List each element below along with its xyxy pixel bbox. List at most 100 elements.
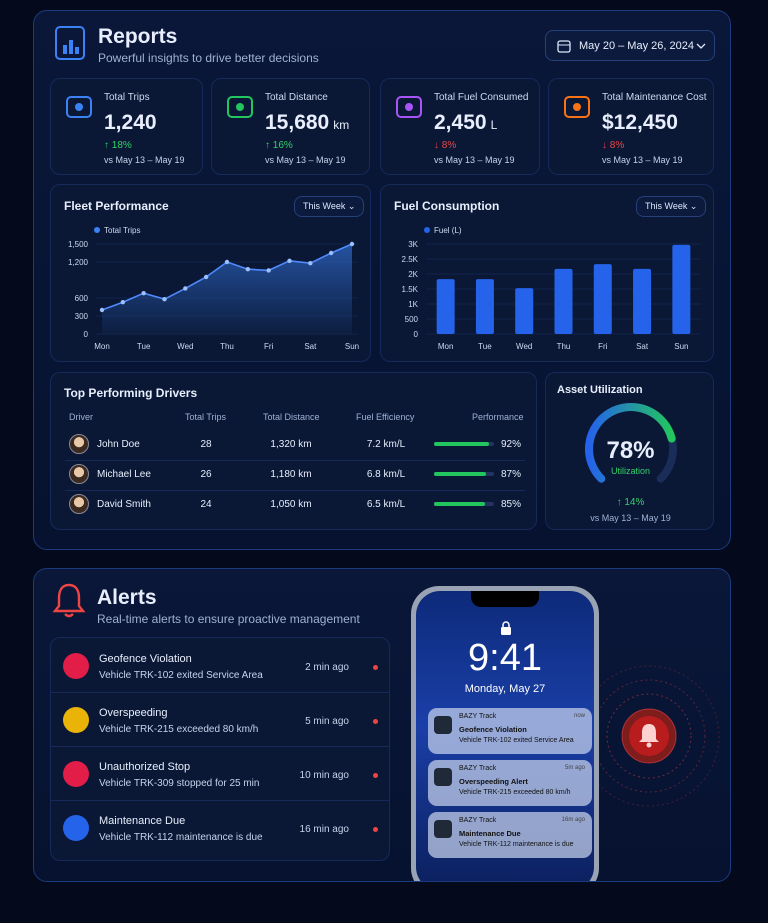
kpi-number: $12,450 <box>602 111 678 134</box>
chevron <box>696 43 706 49</box>
card-title: Asset Utilization <box>557 384 643 396</box>
kpi-icon <box>396 96 422 118</box>
y-tick-label: 600 <box>75 294 89 303</box>
alert-detail: Vehicle TRK-215 exceeded 80 km/h <box>99 724 259 735</box>
bar-chart: Fuel (L) 0 500 1K 1.5K 2K 2.5K 3K Mon Tue Wed Thu Fr… <box>402 226 701 351</box>
row-divider <box>51 800 389 801</box>
lock-date: Monday, May 27 <box>464 683 546 695</box>
y-tick-label: 500 <box>405 315 419 324</box>
performance-label: 92% <box>501 439 522 450</box>
table-title: Top Performing Drivers <box>64 386 198 400</box>
notch <box>471 591 539 607</box>
icon-shape <box>564 96 590 118</box>
app-icon <box>434 716 452 734</box>
y-tick-label: 3K <box>408 240 418 249</box>
point <box>287 258 292 263</box>
x-tick-label: Fri <box>598 342 608 351</box>
point <box>183 286 188 291</box>
app-icon <box>434 768 452 786</box>
row-divider <box>65 460 525 461</box>
gauge-value: 78% <box>606 437 655 464</box>
distance: 1,180 km <box>270 469 312 480</box>
drivers-card: Top Performing Drivers Driver Total Trip… <box>50 372 537 530</box>
calendar-icon <box>557 40 571 53</box>
period-select[interactable]: This Week ⌄ <box>636 196 707 217</box>
date-picker[interactable]: May 20 – May 26, 2024 <box>545 30 715 61</box>
alert-detail: Vehicle TRK-309 stopped for 25 min <box>99 778 260 789</box>
row-divider <box>65 490 525 491</box>
notification: BAZY Track now Geofence Violation Vehicle T… <box>428 708 592 754</box>
notif-title: Geofence Violation <box>459 725 527 734</box>
alert-title: Maintenance Due <box>99 815 186 827</box>
phone-screen: 9:41 Monday, May 27 BAZY Track now Geofenc… <box>416 591 594 881</box>
x-tick-label: Mon <box>94 342 110 351</box>
kpi-unit: km <box>333 118 350 132</box>
alert-icon <box>63 653 89 679</box>
point <box>308 261 313 266</box>
chart-title: Fleet Performance <box>64 199 169 213</box>
performance-track <box>434 442 494 446</box>
alert-title: Unauthorized Stop <box>99 761 191 773</box>
alert-icon <box>63 815 89 841</box>
y-tick-label: 1.5K <box>402 285 419 294</box>
reports-subtitle: Powerful insights to drive better decisi… <box>98 51 319 65</box>
notif-title: Maintenance Due <box>459 829 521 838</box>
gauge-caption: Utilization <box>610 466 650 476</box>
bar <box>593 264 612 334</box>
bar <box>475 279 494 334</box>
alerts-subtitle: Real-time alerts to ensure proactive man… <box>97 612 360 626</box>
kpi-unit: L <box>490 118 498 132</box>
alert-dot <box>373 773 378 778</box>
row-divider <box>51 692 389 693</box>
kpi-comparison: vs May 13 – May 19 <box>104 155 185 165</box>
fuel-card: Fuel Consumption This Week ⌄ Fuel (L) 0 50… <box>380 184 714 362</box>
y-tick-label: 1,500 <box>68 240 89 249</box>
kpi-comparison: vs May 13 – May 19 <box>265 155 346 165</box>
legend-swatch <box>424 227 430 233</box>
kpi-value: 1,240 <box>104 111 157 135</box>
kpi-change: ↓ 8% <box>602 140 625 151</box>
point <box>349 241 355 247</box>
bar <box>436 279 455 334</box>
alert-detail: Vehicle TRK-102 exited Service Area <box>99 670 263 681</box>
bar <box>672 244 691 334</box>
period-select[interactable]: This Week ⌄ <box>294 196 365 217</box>
area <box>102 244 352 334</box>
alert-time: 16 min ago <box>299 824 349 835</box>
icon-shape <box>66 96 92 118</box>
alerts-title: Alerts <box>97 586 157 609</box>
alert-list: Geofence Violation Vehicle TRK-102 exited… <box>50 637 390 861</box>
icon-dot <box>405 103 413 111</box>
alert-icon <box>63 707 89 733</box>
kpi-icon <box>564 96 590 118</box>
distance: 1,050 km <box>270 499 312 510</box>
column-header: Total Distance <box>263 412 320 422</box>
point <box>266 268 271 273</box>
icon-dot <box>573 103 581 111</box>
kpi-label: Total Distance <box>265 92 328 103</box>
x-tick-label: Mon <box>438 342 454 351</box>
legend-swatch <box>94 227 100 233</box>
bell-icon <box>52 583 86 618</box>
kpi-label: Total Fuel Consumed <box>434 92 529 103</box>
x-tick-label: Thu <box>220 342 234 351</box>
point <box>224 259 230 265</box>
icon-dot <box>236 103 244 111</box>
kpi-comparison: vs May 13 – May 19 <box>602 155 683 165</box>
kpi-icon <box>66 96 92 118</box>
driver-name: David Smith <box>97 499 151 510</box>
alert-time: 2 min ago <box>305 662 349 673</box>
reports-title: Reports <box>98 25 178 48</box>
x-tick-label: Tue <box>137 342 151 351</box>
date-range: May 20 – May 26, 2024 <box>579 40 694 52</box>
x-tick-label: Sat <box>304 342 317 351</box>
x-tick-label: Sat <box>636 342 649 351</box>
kpi-number: 1,240 <box>104 111 157 134</box>
notification: BAZY Track 5m ago Overspeeding Alert Vehicl… <box>428 760 592 806</box>
kpi-comparison: vs May 13 – May 19 <box>434 155 515 165</box>
avatar <box>69 434 89 454</box>
x-tick-label: Sun <box>345 342 359 351</box>
performance-track <box>434 502 494 506</box>
icon-shape <box>396 96 422 118</box>
